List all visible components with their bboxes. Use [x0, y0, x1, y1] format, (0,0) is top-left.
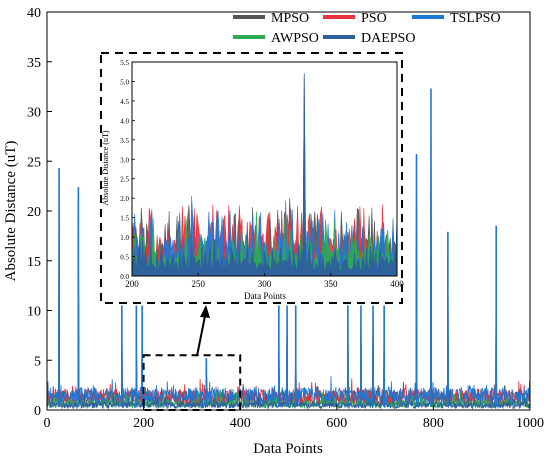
inset-plot: 200 250 300 350 400 0.0 0.5 1.0 1.5 2.0 2.5 3.0 3.5 4… [120, 59, 404, 289]
inset-series-group [132, 73, 397, 276]
inset-x-tick-label-400: 400 [390, 279, 404, 289]
inset-x-tick-label-350: 350 [324, 279, 338, 289]
inset-y-tick-label-10: 5.0 [120, 78, 129, 86]
inset-y-tick-label-3: 1.5 [120, 215, 129, 223]
legend: MPSO PSO TSLPSO AWPSO DAEPSO [233, 11, 501, 46]
main-series-line-daepso [46, 88, 531, 410]
inset-y-tick-label-4: 2.0 [120, 195, 129, 203]
inset-y-tick-label-2: 1.0 [120, 234, 129, 242]
zoom-source-box [142, 354, 242, 411]
inset-y-tick-label-11: 5.5 [120, 59, 129, 67]
inset-x-tick-label-250: 250 [192, 279, 206, 289]
inset-x-tick-label-300: 300 [258, 279, 272, 289]
main-y-tick-label-5: 5 [34, 354, 41, 369]
legend-label-daepso: DAEPSO [361, 31, 415, 46]
legend-label-awpso: AWPSO [271, 31, 319, 46]
main-x-tick-label-200: 200 [133, 416, 154, 431]
inset-x-axis-title: Data Points [244, 291, 286, 301]
main-y-tick-label-0: 0 [34, 404, 41, 419]
main-x-axis-title: Data Points [253, 441, 323, 457]
main-y-tick-label-20: 20 [27, 205, 41, 220]
main-y-tick-label-30: 30 [27, 106, 41, 121]
main-axes: 0 200 400 600 800 1000 0 5 10 15 20 25 30 35 40 [27, 6, 544, 431]
main-y-axis-title: Absolute Distance (uT) [3, 141, 19, 282]
main-x-tick-label-800: 800 [423, 416, 444, 431]
main-y-tick-label-35: 35 [27, 56, 41, 71]
inset-y-axis-title: Absolute Distance (uT) [101, 130, 110, 205]
inset-x-tick-label-200: 200 [125, 279, 139, 289]
inset-series-area-daepso [132, 73, 397, 276]
legend-label-tslpso: TSLPSO [450, 11, 501, 26]
main-x-tick-label-0: 0 [44, 416, 51, 431]
inset-y-tick-label-0: 0.0 [120, 273, 129, 281]
inset-y-tick-label-5: 2.5 [120, 176, 129, 184]
inset-y-tick-label-9: 4.5 [120, 98, 129, 106]
inset-y-tick-label-8: 4.0 [120, 117, 129, 125]
main-y-tick-label-25: 25 [27, 155, 41, 170]
main-y-tick-label-40: 40 [27, 6, 41, 21]
inset-y-tick-label-1: 0.5 [120, 254, 129, 262]
main-y-tick-label-10: 10 [27, 305, 41, 320]
main-x-tick-label-400: 400 [230, 416, 251, 431]
main-x-tick-label-600: 600 [326, 416, 347, 431]
legend-label-pso: PSO [361, 11, 387, 26]
inset-y-tick-label-6: 3.0 [120, 156, 129, 164]
zoom-arrow-line [196, 315, 206, 357]
main-x-tick-label-1000: 1000 [516, 416, 544, 431]
main-y-tick-label-15: 15 [27, 255, 41, 270]
inset-y-tick-label-7: 3.5 [120, 137, 129, 145]
main-series-group [46, 88, 531, 410]
legend-label-mpso: MPSO [271, 11, 309, 26]
zoom-arrow-head [200, 305, 210, 318]
